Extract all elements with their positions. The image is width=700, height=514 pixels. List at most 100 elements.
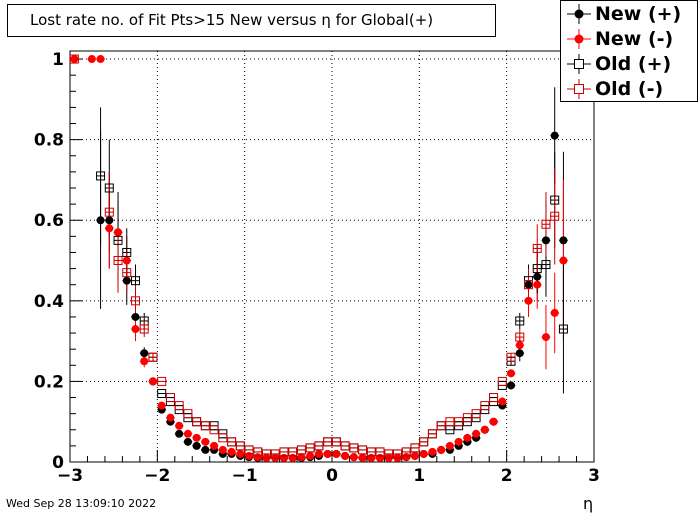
- point-old: [104, 207, 114, 217]
- point-old: [410, 443, 420, 453]
- point-old: [157, 389, 167, 398]
- point-old: [244, 445, 254, 455]
- point-old: [393, 449, 402, 459]
- point-new: [245, 451, 254, 460]
- point-new: [96, 55, 105, 64]
- point-old: [497, 376, 507, 386]
- point-new: [297, 453, 306, 462]
- legend-label-old-minus: Old (-): [595, 78, 664, 100]
- point-new: [227, 447, 236, 456]
- point-old: [340, 441, 350, 451]
- point-old: [436, 421, 446, 431]
- point-old: [174, 401, 184, 411]
- point-new: [541, 236, 550, 245]
- point-new: [148, 377, 157, 386]
- point-old: [358, 445, 368, 455]
- point-new: [192, 441, 201, 450]
- point-old: [445, 417, 455, 427]
- point-new: [559, 236, 568, 245]
- point-old: [524, 280, 533, 290]
- point-old: [541, 260, 551, 270]
- legend-marker-old-plus: [567, 54, 591, 74]
- legend-entry-old-plus: Old (+): [561, 52, 697, 76]
- x-tick-label: 3: [588, 466, 600, 486]
- point-new: [288, 453, 297, 462]
- point-old: [69, 54, 79, 64]
- point-new: [140, 357, 149, 366]
- y-tick-label: 0: [52, 453, 64, 473]
- legend-entry-old-minus: Old (-): [561, 77, 697, 101]
- point-new: [131, 312, 140, 321]
- point-new: [472, 429, 481, 438]
- point-new: [306, 451, 315, 460]
- point-old: [270, 449, 280, 459]
- point-new: [341, 451, 350, 460]
- x-tick-label: −3: [57, 466, 83, 486]
- point-old: [419, 437, 429, 447]
- point-new: [323, 449, 332, 458]
- x-tick-label: −2: [144, 466, 170, 486]
- point-new: [140, 349, 149, 358]
- point-old: [462, 413, 472, 423]
- point-new: [314, 449, 323, 458]
- point-old: [480, 401, 490, 411]
- point-old: [165, 393, 175, 403]
- point-new: [533, 272, 542, 281]
- point-new: [70, 55, 79, 64]
- point-old: [454, 417, 464, 427]
- point-new: [105, 216, 114, 225]
- point-new: [550, 308, 559, 317]
- point-old: [235, 441, 245, 451]
- point-old: [550, 195, 560, 205]
- point-new: [533, 280, 542, 289]
- point-new: [454, 437, 463, 446]
- point-new: [131, 325, 140, 334]
- point-new: [524, 296, 533, 305]
- error-bars: [70, 58, 568, 459]
- point-new: [175, 429, 184, 438]
- point-new: [515, 341, 524, 350]
- point-new: [437, 445, 446, 454]
- point-old: [366, 447, 376, 457]
- legend-marker-old-minus: [567, 79, 591, 99]
- point-old: [375, 447, 385, 457]
- point-old: [296, 445, 306, 455]
- point-new: [428, 447, 437, 456]
- point-new: [367, 453, 376, 462]
- point-new: [358, 453, 367, 462]
- point-old: [183, 409, 193, 419]
- point-old: [515, 332, 525, 342]
- point-new: [105, 224, 114, 233]
- point-old: [401, 447, 411, 457]
- point-new: [122, 256, 131, 265]
- point-old: [314, 441, 324, 451]
- point-new: [236, 449, 245, 458]
- point-new: [87, 55, 96, 64]
- point-old: [148, 352, 158, 362]
- point-new: [201, 445, 210, 454]
- point-old: [558, 324, 568, 334]
- legend-label-new-minus: New (-): [595, 28, 674, 50]
- point-old: [288, 447, 298, 457]
- point-new: [253, 453, 262, 462]
- point-new: [218, 445, 227, 454]
- legend-label-new-plus: New (+): [595, 3, 682, 25]
- point-old: [131, 296, 140, 306]
- point-old: [550, 211, 560, 221]
- point-old: [192, 417, 202, 427]
- point-new: [507, 369, 516, 378]
- point-old: [349, 443, 359, 453]
- point-new: [114, 228, 123, 237]
- timestamp: Wed Sep 28 13:09:10 2022: [6, 497, 157, 510]
- point-new: [463, 433, 472, 442]
- point-old: [139, 324, 149, 334]
- point-old: [262, 449, 271, 459]
- point-old: [323, 437, 333, 447]
- point-new: [96, 216, 105, 225]
- point-new: [515, 349, 524, 358]
- point-new: [175, 421, 184, 430]
- legend-entry-new-minus: New (-): [561, 27, 697, 51]
- point-old: [122, 247, 132, 257]
- point-old: [122, 268, 132, 278]
